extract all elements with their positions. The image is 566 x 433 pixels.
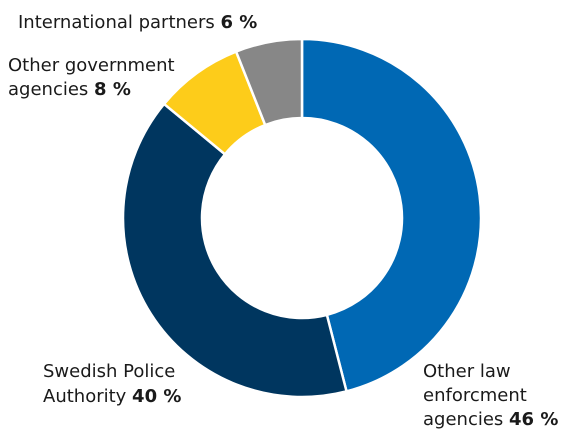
value-swedish-police-authority: 40 % <box>132 386 181 407</box>
slice-swedish-police-authority <box>121 102 349 399</box>
value-other-government-agencies: 8 % <box>94 79 131 100</box>
label-swedish-police-authority: Swedish Police <box>43 361 175 382</box>
label-other-government-agencies-line2: agencies 8 % <box>8 79 131 100</box>
value-international-partners: 6 % <box>221 12 258 33</box>
donut-slices <box>121 37 483 399</box>
label-other-law-enforcment-line2: enforcment <box>423 385 527 406</box>
label-international-partners: International partners 6 % <box>18 12 257 33</box>
label-other-law-enforcment-line3: agencies 46 % <box>423 409 558 430</box>
value-other-law-enforcment: 46 % <box>509 409 558 430</box>
slice-international-partners <box>234 37 304 127</box>
label-other-government-agencies: Other government <box>8 55 175 76</box>
label-swedish-police-authority-line2: Authority 40 % <box>43 386 181 407</box>
label-other-law-enforcment: Other law <box>423 361 511 382</box>
slice-other-law-enforcment <box>300 37 483 393</box>
